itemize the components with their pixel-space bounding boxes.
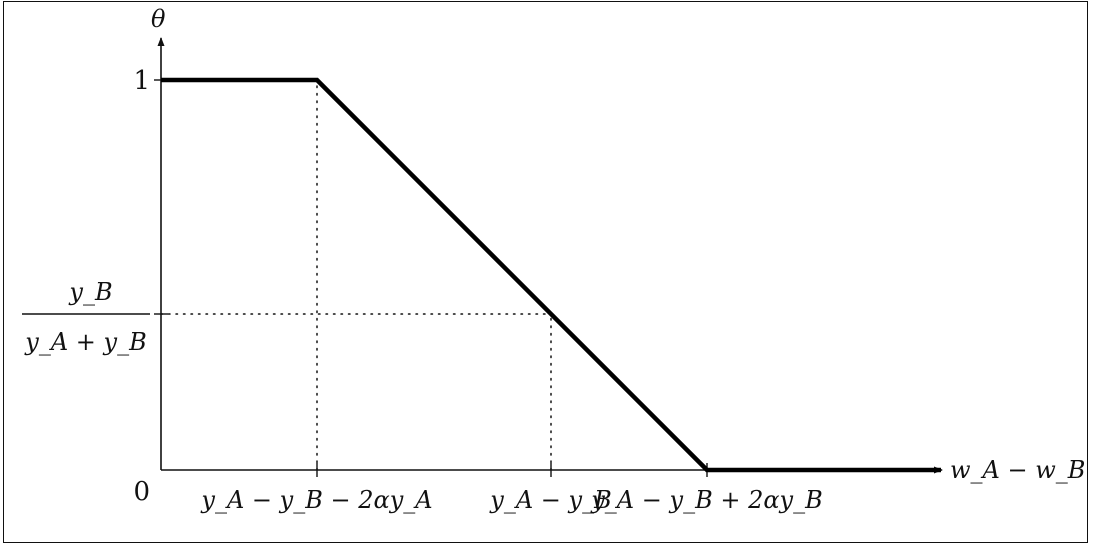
x-tick-labels: y_A − y_B − 2αy_A y_A − y_By_A − y_B + 2α… [200,486,822,514]
figure-frame [3,1,1088,543]
series-line [161,77,941,473]
guide-lines [160,79,552,471]
y-tick-label-2: 1 [133,66,150,96]
x-axis-label: w_A − w_B [950,456,1085,484]
y-tick-labels: 0 y_B y_A + y_B 1 [22,66,150,507]
tick-marks [154,79,708,477]
y-tick-label-0: 0 [133,477,150,507]
x-tick-label-0: y_A − y_B − 2αy_A [200,486,432,514]
y-tick-label-1-denominator: y_A + y_B [24,328,146,356]
x-tick-label-2: y_A − y_B + 2αy_B [590,486,823,514]
y-axis-label: θ [151,5,166,33]
x-tick-label-1: y_A − y_B [489,486,611,514]
y-tick-label-1-numerator: y_B [68,278,112,306]
